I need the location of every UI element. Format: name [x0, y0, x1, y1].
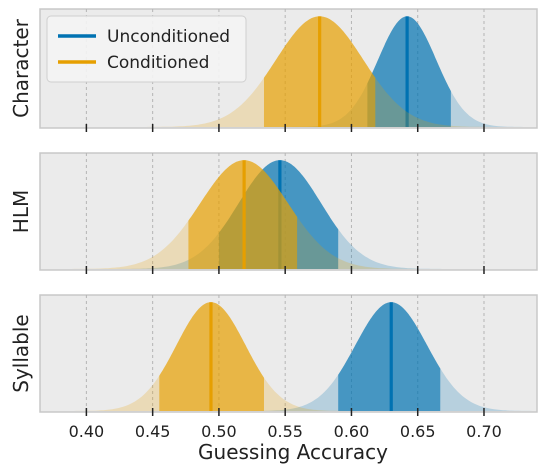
legend-label: Conditioned — [107, 53, 209, 73]
x-tick-label: 0.40 — [69, 422, 105, 441]
panel-background — [39, 294, 538, 413]
x-tick-label: 0.60 — [334, 422, 370, 441]
x-axis: 0.40 0.45 0.50 0.55 0.60 0.65 0.70 — [69, 422, 502, 441]
series-unconditioned — [40, 302, 537, 411]
x-tick-label: 0.70 — [466, 422, 502, 441]
density-interval — [338, 302, 441, 411]
y-axis-label: Character — [9, 18, 33, 118]
series-conditioned — [40, 16, 537, 127]
y-axis-label: HLM — [9, 190, 33, 233]
series-conditioned — [40, 160, 537, 269]
panel-hlm: HLM — [9, 152, 538, 274]
x-tick-label: 0.65 — [400, 422, 436, 441]
x-tick-label: 0.50 — [201, 422, 237, 441]
panels-group: Character HLM Syllable — [9, 8, 538, 416]
legend-label: Unconditioned — [107, 27, 230, 47]
x-tick-label: 0.55 — [267, 422, 303, 441]
panel-syllable: Syllable — [9, 294, 538, 416]
legend: Unconditioned Conditioned — [46, 15, 247, 83]
x-axis-label: Guessing Accuracy — [198, 440, 388, 464]
series-conditioned — [40, 302, 537, 411]
density-interval — [367, 16, 451, 127]
panel-character: Character — [9, 8, 538, 132]
x-tick-label: 0.45 — [135, 422, 171, 441]
series-unconditioned — [40, 16, 537, 127]
legend-box — [46, 15, 247, 83]
y-axis-label: Syllable — [9, 314, 33, 392]
